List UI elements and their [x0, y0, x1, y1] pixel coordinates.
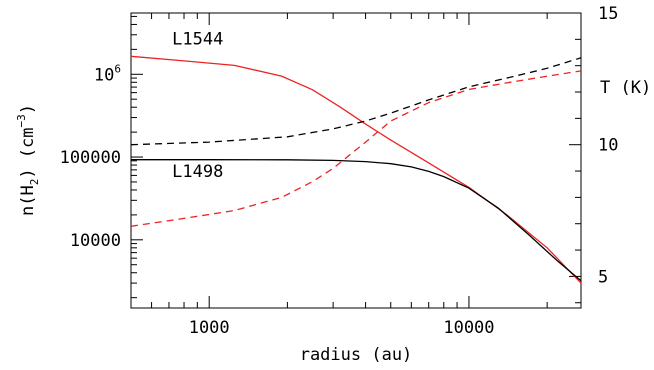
y-left-axis-title: n(H2) (cm−3)	[15, 104, 41, 216]
series-label-l1498: L1498	[172, 162, 223, 182]
y-title-part: )	[18, 104, 38, 114]
y-title-subscript: 2	[28, 179, 41, 186]
series-label-l1544: L1544	[172, 29, 223, 49]
y-right-tick-label: 5	[598, 267, 608, 287]
axis-ticks	[130, 12, 581, 308]
y-left-tick-label: 100000	[60, 148, 121, 168]
x-tick-label: 10000	[443, 318, 494, 338]
y-title-part: n(H	[18, 185, 38, 216]
y-right-axis-title: T (K)	[600, 78, 651, 98]
y-right-tick-label: 15	[598, 4, 618, 24]
x-axis-title: radius (au)	[300, 345, 413, 365]
y-left-tick-label: 10000	[70, 231, 121, 251]
l1498-density-curve	[131, 159, 582, 282]
y-left-tick-label: 106	[94, 62, 121, 85]
data-curves	[130, 55, 582, 284]
temperature-temperature-curve	[130, 70, 582, 227]
x-tick-label: 1000	[189, 318, 230, 338]
tick-label-base: 10	[94, 65, 114, 85]
y-right-tick-label: 10	[598, 136, 618, 156]
tick-label-exponent: 6	[114, 62, 121, 75]
plot-frame	[130, 12, 582, 309]
y-title-part: ) (cm	[18, 127, 38, 178]
temperature-temperature-curve	[130, 57, 582, 146]
y-title-superscript: −3	[15, 114, 28, 127]
